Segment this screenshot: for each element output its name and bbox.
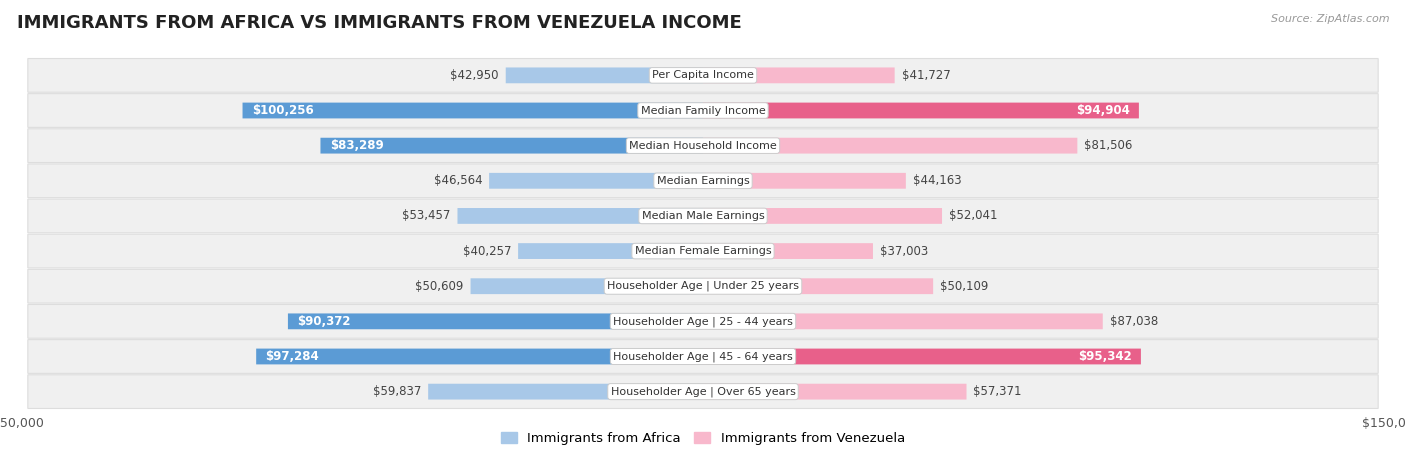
FancyBboxPatch shape <box>28 199 1378 233</box>
FancyBboxPatch shape <box>471 278 703 294</box>
FancyBboxPatch shape <box>28 58 1378 92</box>
Text: Median Male Earnings: Median Male Earnings <box>641 211 765 221</box>
Text: $40,257: $40,257 <box>463 245 512 258</box>
Text: $83,289: $83,289 <box>329 139 384 152</box>
FancyBboxPatch shape <box>288 313 703 329</box>
FancyBboxPatch shape <box>703 67 894 83</box>
FancyBboxPatch shape <box>703 278 934 294</box>
Text: $53,457: $53,457 <box>402 209 450 222</box>
Text: Median Household Income: Median Household Income <box>628 141 778 151</box>
FancyBboxPatch shape <box>703 208 942 224</box>
Text: $44,163: $44,163 <box>912 174 962 187</box>
FancyBboxPatch shape <box>321 138 703 154</box>
FancyBboxPatch shape <box>429 384 703 400</box>
Text: Median Earnings: Median Earnings <box>657 176 749 186</box>
Text: $97,284: $97,284 <box>266 350 319 363</box>
Text: $95,342: $95,342 <box>1078 350 1132 363</box>
Text: Source: ZipAtlas.com: Source: ZipAtlas.com <box>1271 14 1389 24</box>
FancyBboxPatch shape <box>703 243 873 259</box>
FancyBboxPatch shape <box>28 129 1378 163</box>
Text: $52,041: $52,041 <box>949 209 997 222</box>
FancyBboxPatch shape <box>703 173 905 189</box>
Text: $87,038: $87,038 <box>1109 315 1159 328</box>
Text: $94,904: $94,904 <box>1076 104 1129 117</box>
FancyBboxPatch shape <box>28 269 1378 303</box>
FancyBboxPatch shape <box>506 67 703 83</box>
Text: $37,003: $37,003 <box>880 245 928 258</box>
Text: IMMIGRANTS FROM AFRICA VS IMMIGRANTS FROM VENEZUELA INCOME: IMMIGRANTS FROM AFRICA VS IMMIGRANTS FRO… <box>17 14 741 32</box>
Text: Per Capita Income: Per Capita Income <box>652 71 754 80</box>
FancyBboxPatch shape <box>517 243 703 259</box>
FancyBboxPatch shape <box>28 94 1378 127</box>
FancyBboxPatch shape <box>703 103 1139 119</box>
FancyBboxPatch shape <box>703 348 1140 364</box>
Text: Householder Age | Over 65 years: Householder Age | Over 65 years <box>610 386 796 397</box>
Text: $100,256: $100,256 <box>252 104 314 117</box>
Text: $57,371: $57,371 <box>973 385 1022 398</box>
Text: $50,109: $50,109 <box>941 280 988 293</box>
FancyBboxPatch shape <box>28 375 1378 409</box>
Text: Median Female Earnings: Median Female Earnings <box>634 246 772 256</box>
Text: $81,506: $81,506 <box>1084 139 1133 152</box>
FancyBboxPatch shape <box>28 340 1378 373</box>
Text: $41,727: $41,727 <box>901 69 950 82</box>
FancyBboxPatch shape <box>703 313 1102 329</box>
Text: Median Family Income: Median Family Income <box>641 106 765 115</box>
FancyBboxPatch shape <box>28 234 1378 268</box>
Text: $42,950: $42,950 <box>450 69 499 82</box>
FancyBboxPatch shape <box>489 173 703 189</box>
FancyBboxPatch shape <box>28 164 1378 198</box>
FancyBboxPatch shape <box>703 138 1077 154</box>
Text: Householder Age | 25 - 44 years: Householder Age | 25 - 44 years <box>613 316 793 326</box>
FancyBboxPatch shape <box>457 208 703 224</box>
Legend: Immigrants from Africa, Immigrants from Venezuela: Immigrants from Africa, Immigrants from … <box>496 427 910 451</box>
Text: Householder Age | 45 - 64 years: Householder Age | 45 - 64 years <box>613 351 793 362</box>
Text: $90,372: $90,372 <box>297 315 350 328</box>
Text: $50,609: $50,609 <box>415 280 464 293</box>
FancyBboxPatch shape <box>703 384 966 400</box>
Text: $59,837: $59,837 <box>373 385 422 398</box>
Text: $46,564: $46,564 <box>433 174 482 187</box>
Text: Householder Age | Under 25 years: Householder Age | Under 25 years <box>607 281 799 291</box>
FancyBboxPatch shape <box>28 304 1378 338</box>
FancyBboxPatch shape <box>242 103 703 119</box>
FancyBboxPatch shape <box>256 348 703 364</box>
